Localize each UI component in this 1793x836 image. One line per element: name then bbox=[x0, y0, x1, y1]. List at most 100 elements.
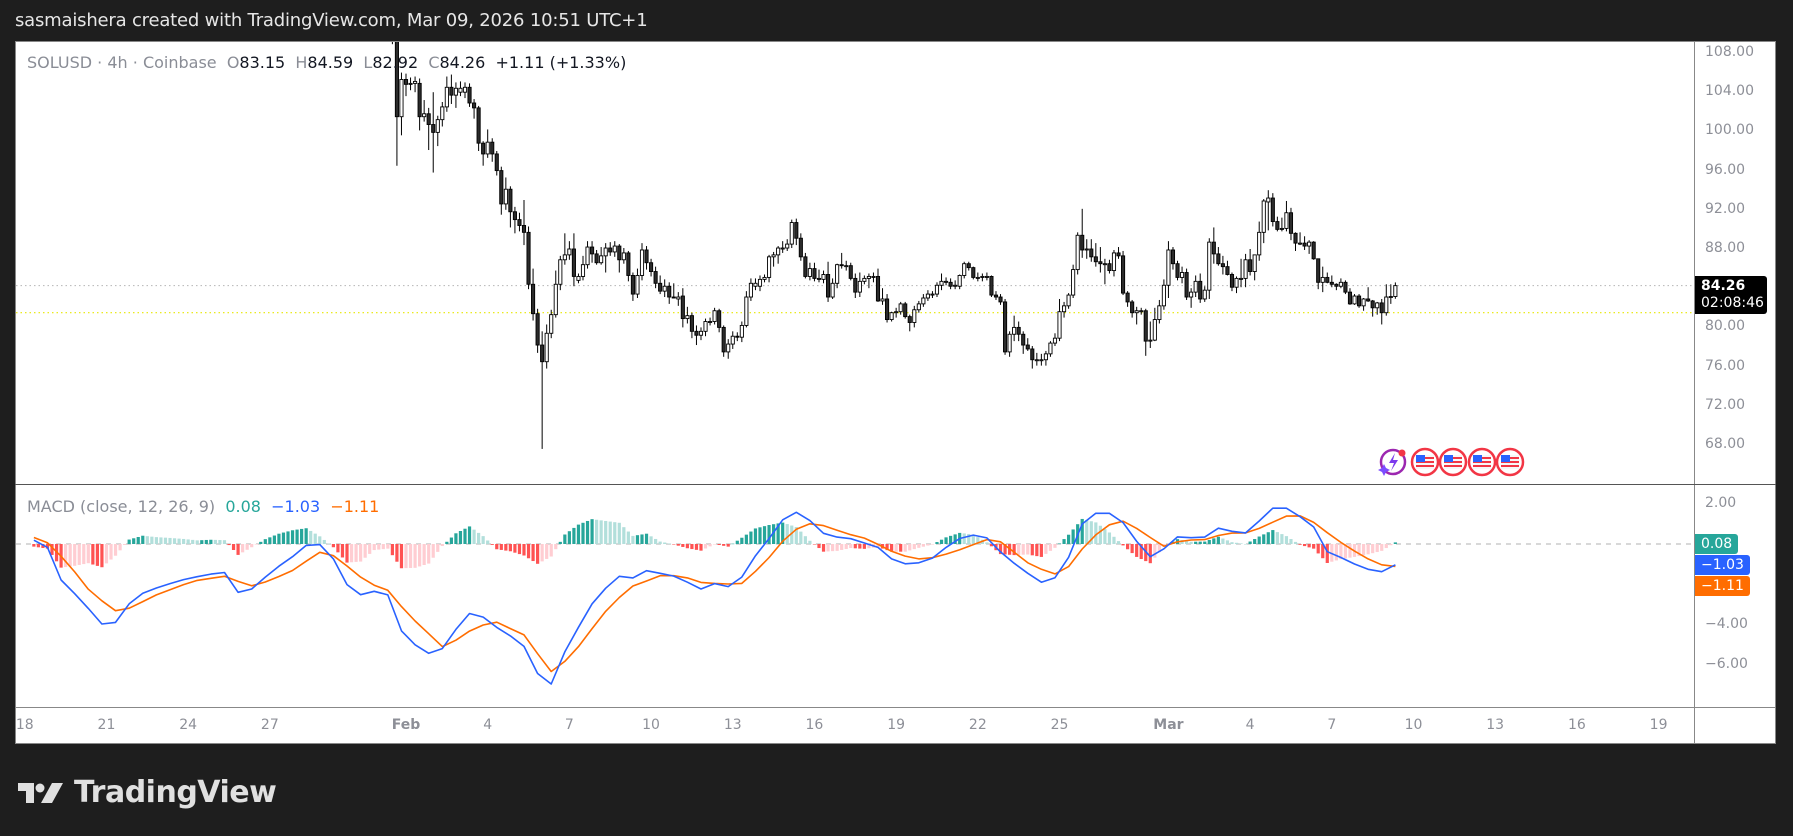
date-tick-label: 4 bbox=[1245, 717, 1255, 733]
bar-countdown: 02:08:46 bbox=[1701, 295, 1764, 311]
candle-body bbox=[485, 141, 490, 155]
histogram-bar bbox=[1293, 541, 1298, 544]
event-markers[interactable] bbox=[1378, 447, 1525, 477]
candle-body bbox=[789, 222, 794, 245]
histogram-bar bbox=[1066, 534, 1071, 544]
candle bbox=[635, 268, 640, 298]
histogram-bar bbox=[1157, 544, 1161, 553]
histogram-bar bbox=[100, 544, 104, 568]
candle bbox=[1257, 221, 1262, 261]
candle bbox=[472, 99, 477, 119]
histogram-bar bbox=[259, 541, 263, 544]
us-flag-icon[interactable] bbox=[1438, 447, 1468, 477]
candle bbox=[1089, 239, 1094, 262]
candle bbox=[1375, 301, 1380, 315]
candle bbox=[394, 42, 399, 166]
histogram-bar bbox=[277, 533, 281, 544]
histogram-bar bbox=[903, 544, 907, 552]
candle-body bbox=[526, 231, 531, 285]
histogram-bar bbox=[890, 544, 894, 552]
candle-body bbox=[1307, 241, 1312, 247]
candle bbox=[830, 278, 835, 299]
histogram-bar bbox=[145, 536, 149, 544]
candle-body bbox=[984, 275, 989, 278]
histogram-bar bbox=[640, 534, 644, 544]
histogram-bar bbox=[1021, 544, 1025, 555]
candle bbox=[485, 129, 490, 158]
histogram-bar bbox=[572, 527, 576, 544]
candle bbox=[499, 166, 504, 215]
candle bbox=[453, 82, 458, 108]
candle-body bbox=[1075, 234, 1080, 271]
price-tick-label: 108.00 bbox=[1705, 44, 1754, 60]
candle-body bbox=[535, 313, 540, 346]
candle-body bbox=[894, 311, 899, 314]
histogram-bar bbox=[236, 544, 240, 555]
histogram-bar bbox=[631, 535, 635, 544]
candle-body bbox=[1216, 253, 1221, 265]
candle-body bbox=[993, 294, 999, 298]
candle-body bbox=[698, 330, 704, 336]
candle bbox=[1243, 253, 1248, 288]
candle bbox=[1266, 190, 1271, 231]
histogram-bar bbox=[1389, 544, 1393, 546]
histogram-bar bbox=[912, 544, 916, 550]
histogram-bar bbox=[849, 544, 853, 549]
candle bbox=[875, 268, 881, 302]
histogram-bar bbox=[163, 537, 168, 544]
candle bbox=[1325, 272, 1330, 284]
histogram-bar bbox=[404, 544, 408, 569]
histogram-bar bbox=[785, 524, 789, 544]
candle bbox=[703, 318, 708, 337]
histogram-bar bbox=[422, 544, 426, 566]
candle bbox=[739, 321, 744, 343]
macd-legend[interactable]: MACD (close, 12, 26, 9) 0.08 −1.03 −1.11 bbox=[27, 497, 379, 516]
macd-title: MACD (close, 12, 26, 9) bbox=[27, 497, 216, 516]
tradingview-logo[interactable]: TradingView bbox=[18, 775, 277, 810]
candle-body bbox=[612, 245, 617, 253]
candle bbox=[1288, 207, 1294, 241]
histogram-bar bbox=[336, 544, 340, 553]
histogram-bar bbox=[322, 539, 326, 544]
histogram-bar bbox=[1194, 541, 1198, 544]
candle bbox=[1293, 232, 1298, 251]
histogram-bar bbox=[1207, 539, 1211, 544]
us-flag-icon[interactable] bbox=[1467, 447, 1497, 477]
candle bbox=[490, 138, 495, 162]
histogram-bar bbox=[1107, 532, 1112, 544]
histogram-bar bbox=[91, 544, 95, 565]
candle bbox=[431, 92, 436, 173]
candle-body bbox=[1366, 298, 1371, 302]
candle-body bbox=[635, 275, 640, 295]
histogram-bar bbox=[672, 544, 676, 545]
histogram-bar bbox=[935, 542, 939, 544]
histogram-bar bbox=[717, 544, 721, 546]
histogram-bar bbox=[1325, 544, 1329, 563]
candle-body bbox=[685, 315, 690, 320]
histogram-bar bbox=[949, 535, 953, 544]
candle bbox=[1034, 352, 1039, 366]
candle bbox=[708, 317, 713, 326]
date-tick-label: Mar bbox=[1153, 717, 1184, 733]
us-flag-icon[interactable] bbox=[1410, 447, 1440, 477]
candle-body bbox=[880, 298, 885, 302]
candle bbox=[953, 280, 958, 290]
candle-body bbox=[1102, 263, 1107, 266]
date-tick-label: 19 bbox=[887, 717, 906, 733]
candle bbox=[1388, 284, 1393, 304]
lightning-event-icon[interactable] bbox=[1378, 448, 1407, 477]
candle-body bbox=[1039, 359, 1044, 362]
candle-body bbox=[898, 303, 903, 313]
candle bbox=[762, 274, 767, 283]
candle bbox=[812, 262, 817, 282]
candle-body bbox=[826, 274, 831, 298]
candle-body bbox=[739, 324, 744, 338]
histogram-bar bbox=[690, 544, 694, 550]
candle bbox=[540, 331, 545, 449]
candle bbox=[1130, 299, 1135, 318]
us-flag-icon[interactable] bbox=[1495, 447, 1525, 477]
chart-frame[interactable] bbox=[15, 41, 1776, 744]
candle bbox=[807, 262, 812, 281]
symbol-legend[interactable]: SOLUSD · 4h · Coinbase O83.15 H84.59 L82… bbox=[27, 53, 626, 72]
